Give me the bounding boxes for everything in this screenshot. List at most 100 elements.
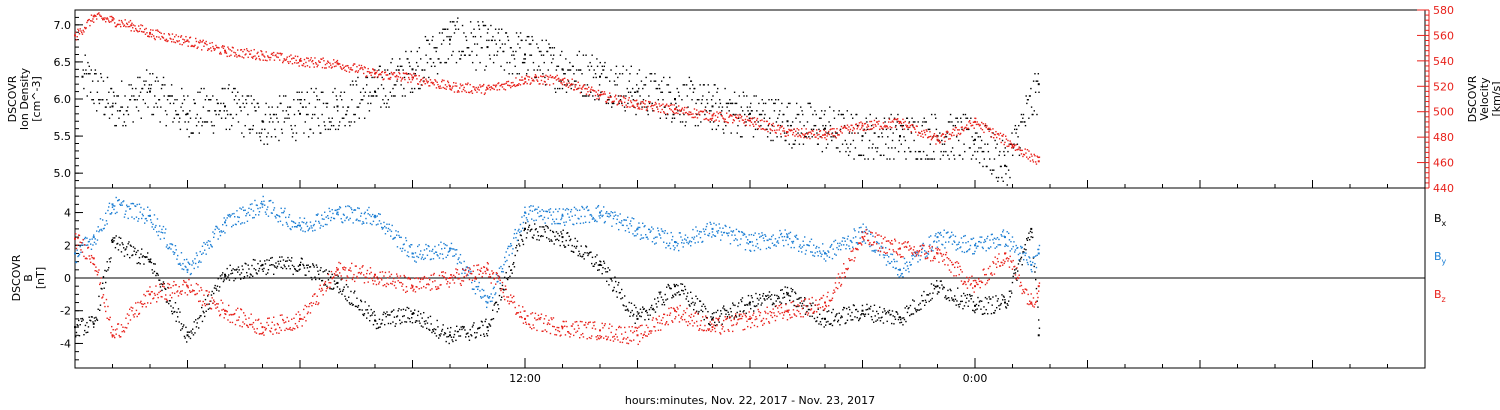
data-dot-by [114, 212, 117, 215]
data-dot-velocity [279, 59, 281, 61]
data-dot-velocity [97, 12, 99, 15]
data-dot-velocity [591, 86, 593, 88]
data-dot-velocity [866, 126, 868, 128]
data-dot-ion-density [619, 73, 621, 75]
data-dot-by [455, 253, 457, 255]
data-dot-bx [634, 322, 636, 324]
data-dot-bx [921, 294, 923, 297]
data-dot-bx [641, 311, 643, 314]
data-dot-by [555, 218, 558, 220]
data-dot-velocity [99, 15, 102, 17]
data-dot-ion-density [572, 65, 574, 68]
data-dot-bx [462, 327, 465, 329]
data-dot-by [95, 243, 97, 245]
data-dot-ion-density [632, 99, 635, 101]
data-point-velocity [449, 85, 451, 88]
data-dot-velocity [544, 81, 546, 83]
data-dot-ion-density [464, 54, 466, 56]
data-dot-ion-density [316, 95, 318, 97]
data-dot-bx [126, 246, 128, 248]
data-dot-ion-density [208, 110, 211, 112]
data-dot-velocity [927, 136, 929, 139]
data-dot-ion-density [897, 113, 899, 116]
data-dot-ion-density [198, 132, 200, 134]
data-dot-ion-density [374, 91, 377, 93]
data-dot-bx [892, 315, 894, 317]
data-dot-by [432, 258, 435, 260]
data-dot-velocity [370, 74, 372, 77]
data-dot-by [231, 213, 234, 215]
data-dot-bx [612, 289, 615, 291]
data-dot-by [177, 254, 179, 257]
data-dot-velocity [679, 110, 681, 112]
data-dot-by [326, 223, 328, 226]
data-dot-by [84, 236, 87, 239]
data-dot-ion-density [348, 121, 350, 123]
data-point-velocity [74, 34, 76, 37]
data-point-velocity [974, 120, 976, 123]
data-dot-bx [91, 316, 93, 318]
data-dot-velocity [637, 107, 639, 110]
data-dot-velocity [491, 87, 493, 89]
data-dot-ion-density [573, 80, 576, 82]
data-dot-velocity [742, 119, 744, 122]
data-dot-bx [739, 310, 741, 312]
data-dot-ion-density [228, 84, 230, 86]
data-dot-bx [685, 298, 687, 300]
data-dot-bx [360, 300, 363, 303]
data-dot-ion-density [285, 95, 287, 97]
data-dot-bx [144, 256, 146, 258]
data-dot-velocity [731, 115, 733, 117]
data-dot-by [151, 226, 153, 228]
data-dot-ion-density [797, 132, 799, 134]
data-dot-ion-density [662, 99, 664, 101]
data-dot-velocity [631, 105, 633, 108]
data-dot-bx [385, 315, 387, 318]
data-dot-bx [753, 305, 756, 307]
data-dot-bx [346, 299, 348, 302]
data-dot-velocity [536, 79, 538, 81]
data-dot-velocity [777, 125, 779, 127]
data-dot-bx [156, 272, 158, 275]
data-dot-ion-density [1005, 165, 1008, 168]
data-dot-bx [246, 271, 248, 274]
data-dot-velocity [681, 108, 683, 111]
data-dot-ion-density [158, 99, 161, 101]
data-dot-by [102, 219, 104, 221]
data-dot-bx [925, 301, 927, 304]
data-dot-by [536, 208, 538, 211]
data-dot-by [352, 222, 354, 224]
data-dot-ion-density [255, 110, 257, 112]
data-dot-bx [491, 318, 493, 321]
data-dot-velocity [540, 75, 542, 77]
data-dot-velocity [135, 27, 137, 30]
data-dot-ion-density [689, 87, 691, 90]
data-dot-by [444, 244, 447, 246]
data-dot-by [567, 213, 569, 215]
data-dot-velocity [558, 77, 560, 80]
data-dot-by [468, 269, 470, 272]
data-dot-bx [294, 268, 296, 270]
data-dot-ion-density [878, 136, 880, 138]
data-dot-ion-density [127, 113, 130, 116]
data-dot-ion-density [658, 84, 660, 86]
data-point-by [336, 211, 339, 214]
data-dot-ion-density [316, 99, 319, 101]
data-dot-velocity [119, 23, 121, 26]
data-dot-by [433, 252, 435, 255]
data-dot-by [199, 250, 201, 253]
data-dot-velocity [608, 97, 610, 99]
data-dot-bx [141, 248, 143, 250]
data-dot-velocity [512, 81, 514, 84]
data-dot-bx [285, 267, 288, 270]
data-dot-velocity [429, 85, 431, 87]
data-dot-bx [480, 320, 483, 323]
data-dot-by [159, 225, 161, 227]
data-dot-ion-density [409, 91, 412, 93]
data-dot-velocity [924, 134, 927, 136]
data-dot-by [296, 226, 298, 228]
data-dot-bx [993, 312, 996, 314]
data-dot-velocity [1023, 154, 1026, 156]
data-dot-velocity [339, 63, 341, 65]
data-dot-bx [378, 318, 381, 321]
